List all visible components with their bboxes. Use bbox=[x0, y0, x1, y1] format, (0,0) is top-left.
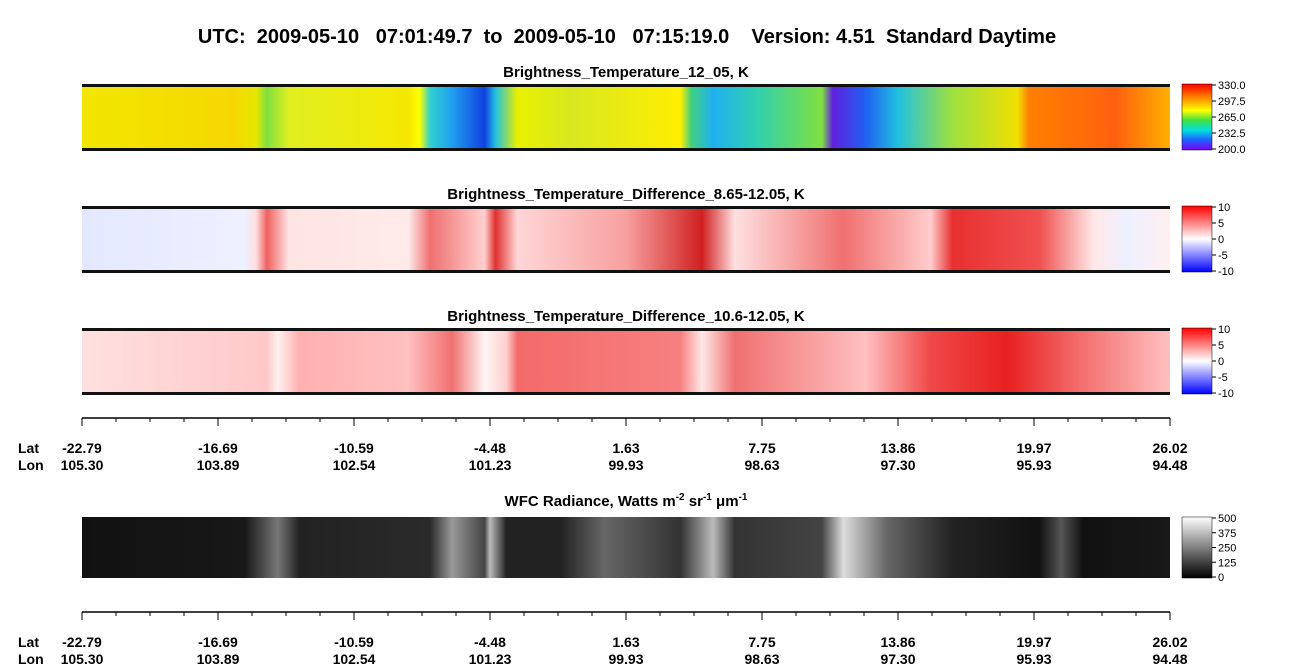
image-strip bbox=[82, 206, 1170, 272]
lat-label: Lat bbox=[18, 634, 39, 650]
colorbar-label: 375 bbox=[1218, 528, 1236, 540]
lon-value: 103.89 bbox=[197, 457, 240, 473]
lon-value: 98.63 bbox=[744, 651, 779, 667]
title-part: μm bbox=[712, 493, 739, 510]
lat-value: -16.69 bbox=[198, 440, 238, 456]
colorbar-label: 330.0 bbox=[1218, 80, 1246, 92]
lon-value: 101.23 bbox=[469, 651, 512, 667]
colorbar-label: 10 bbox=[1218, 202, 1230, 214]
strip-edge bbox=[82, 206, 1170, 209]
colorbar bbox=[1181, 516, 1213, 579]
panel-title: Brightness_Temperature_12_05, K bbox=[503, 64, 749, 81]
lat-value: 1.63 bbox=[612, 440, 639, 456]
lat-value: -10.59 bbox=[334, 634, 374, 650]
title-part: sr bbox=[685, 493, 704, 510]
lon-value: 97.30 bbox=[880, 457, 915, 473]
lon-value: 105.30 bbox=[61, 651, 104, 667]
lon-value: 99.93 bbox=[608, 457, 643, 473]
lon-value: 95.93 bbox=[1016, 651, 1051, 667]
lat-value: 13.86 bbox=[880, 440, 915, 456]
strip-edge bbox=[82, 328, 1170, 331]
lon-value: 97.30 bbox=[880, 651, 915, 667]
lon-label: Lon bbox=[18, 457, 44, 473]
lon-value: 103.89 bbox=[197, 651, 240, 667]
lon-value: 94.48 bbox=[1152, 457, 1187, 473]
image-strip bbox=[82, 328, 1170, 394]
lat-value: -10.59 bbox=[334, 440, 374, 456]
strip-edge bbox=[82, 270, 1170, 273]
panel-title: WFC Radiance, Watts m-2 sr-1 μm-1 bbox=[505, 492, 748, 510]
strip-edge bbox=[82, 84, 1170, 87]
colorbar-label: -10 bbox=[1218, 388, 1234, 400]
strip-edge bbox=[82, 392, 1170, 395]
colorbar-label: -10 bbox=[1218, 266, 1234, 278]
colorbar bbox=[1181, 83, 1213, 151]
lat-label: Lat bbox=[18, 440, 39, 456]
lat-value: 26.02 bbox=[1152, 634, 1187, 650]
lat-value: -16.69 bbox=[198, 634, 238, 650]
lon-value: 99.93 bbox=[608, 651, 643, 667]
lat-value: -22.79 bbox=[62, 440, 102, 456]
lon-value: 105.30 bbox=[61, 457, 104, 473]
colorbar-label: 0 bbox=[1218, 234, 1224, 246]
lat-value: -4.48 bbox=[474, 634, 506, 650]
lat-value: 7.75 bbox=[748, 440, 775, 456]
lon-value: 94.48 bbox=[1152, 651, 1187, 667]
lon-label: Lon bbox=[18, 651, 44, 667]
colorbar bbox=[1181, 205, 1213, 273]
colorbar-label: 0 bbox=[1218, 572, 1224, 584]
colorbar-label: 500 bbox=[1218, 513, 1236, 525]
colorbar-label: 125 bbox=[1218, 557, 1236, 569]
image-strip bbox=[82, 517, 1170, 578]
lon-value: 102.54 bbox=[333, 651, 376, 667]
superscript: -1 bbox=[739, 492, 748, 503]
colorbar bbox=[1181, 327, 1213, 395]
colorbar-label: -5 bbox=[1218, 372, 1228, 384]
colorbar-label: 5 bbox=[1218, 218, 1224, 230]
colorbar-label: 200.0 bbox=[1218, 144, 1246, 156]
lat-value: 19.97 bbox=[1016, 634, 1051, 650]
colorbar-label: 250 bbox=[1218, 543, 1236, 555]
title: UTC: 2009-05-10 07:01:49.7 to 2009-05-10… bbox=[198, 26, 1056, 48]
superscript: -2 bbox=[676, 492, 685, 503]
lon-value: 102.54 bbox=[333, 457, 376, 473]
colorbar-label: 232.5 bbox=[1218, 128, 1246, 140]
lat-value: 1.63 bbox=[612, 634, 639, 650]
title-part: WFC Radiance, Watts m bbox=[505, 493, 676, 510]
superscript: -1 bbox=[703, 492, 712, 503]
colorbar-label: 297.5 bbox=[1218, 96, 1246, 108]
lat-value: -4.48 bbox=[474, 440, 506, 456]
colorbar-label: 5 bbox=[1218, 340, 1224, 352]
colorbar-label: 0 bbox=[1218, 356, 1224, 368]
colorbar-label: 10 bbox=[1218, 324, 1230, 336]
colorbar-label: -5 bbox=[1218, 250, 1228, 262]
image-strip bbox=[82, 84, 1170, 150]
lat-value: -22.79 bbox=[62, 634, 102, 650]
panel-title: Brightness_Temperature_Difference_8.65-1… bbox=[447, 186, 805, 203]
colorbar-label: 265.0 bbox=[1218, 112, 1246, 124]
lat-value: 13.86 bbox=[880, 634, 915, 650]
lon-value: 101.23 bbox=[469, 457, 512, 473]
strip-edge bbox=[82, 148, 1170, 151]
lat-value: 19.97 bbox=[1016, 440, 1051, 456]
lon-value: 98.63 bbox=[744, 457, 779, 473]
lat-value: 7.75 bbox=[748, 634, 775, 650]
lon-value: 95.93 bbox=[1016, 457, 1051, 473]
panel-title: Brightness_Temperature_Difference_10.6-1… bbox=[447, 308, 805, 325]
lat-value: 26.02 bbox=[1152, 440, 1187, 456]
